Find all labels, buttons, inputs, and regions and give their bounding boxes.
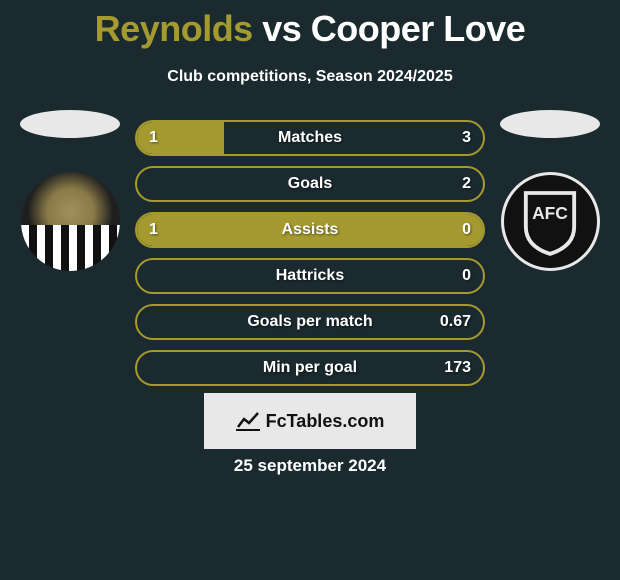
player-left-name: Reynolds [95, 8, 253, 49]
stat-bar-label: Min per goal [137, 359, 483, 377]
stat-bar-label: Goals [137, 175, 483, 193]
stat-bar-row: Matches1 3 [135, 120, 485, 156]
stat-bar-label: Goals per match [137, 313, 483, 331]
subtitle-text: Club competitions, Season 2024/2025 [0, 68, 620, 86]
stat-bar-value-right: 0.67 [440, 313, 471, 331]
stat-bar-row: Min per goal173 [135, 350, 485, 386]
fctables-logo-text: FcTables.com [266, 411, 385, 432]
player-left-photo-placeholder [20, 110, 120, 138]
stat-bar-row: Goals per match0.67 [135, 304, 485, 340]
player-left-club-badge [21, 172, 120, 271]
player-right-avatar: AFC [490, 110, 610, 271]
stat-bar-label: Assists [137, 221, 483, 239]
stat-bar-value-right: 2 [462, 175, 471, 193]
player-left-avatar [10, 110, 130, 271]
stat-bar-row: Goals2 [135, 166, 485, 202]
stat-bar-label: Hattricks [137, 267, 483, 285]
stat-bar-value-right: 3 [462, 129, 471, 147]
footer-date: 25 september 2024 [0, 456, 620, 476]
stat-bar-value-right: 0 [462, 221, 471, 239]
svg-text:AFC: AFC [532, 203, 568, 223]
player-right-club-badge: AFC [501, 172, 600, 271]
stat-bar-value-right: 0 [462, 267, 471, 285]
stat-bar-value-right: 173 [444, 359, 471, 377]
stat-bar-row: Assists1 0 [135, 212, 485, 248]
stat-bar-row: Hattricks0 [135, 258, 485, 294]
player-right-name: Cooper Love [311, 8, 526, 49]
fctables-logo: FcTables.com [204, 393, 416, 449]
stat-bars-container: Matches13Goals2Assists10Hattricks0Goals … [135, 120, 485, 396]
comparison-title: Reynolds vs Cooper Love [0, 0, 620, 50]
player-right-photo-placeholder [500, 110, 600, 138]
stat-bar-label: Matches [137, 129, 483, 147]
stat-bar-value-left: 1 [149, 221, 158, 239]
stat-bar-value-left: 1 [149, 129, 158, 147]
vs-text: vs [262, 8, 301, 49]
